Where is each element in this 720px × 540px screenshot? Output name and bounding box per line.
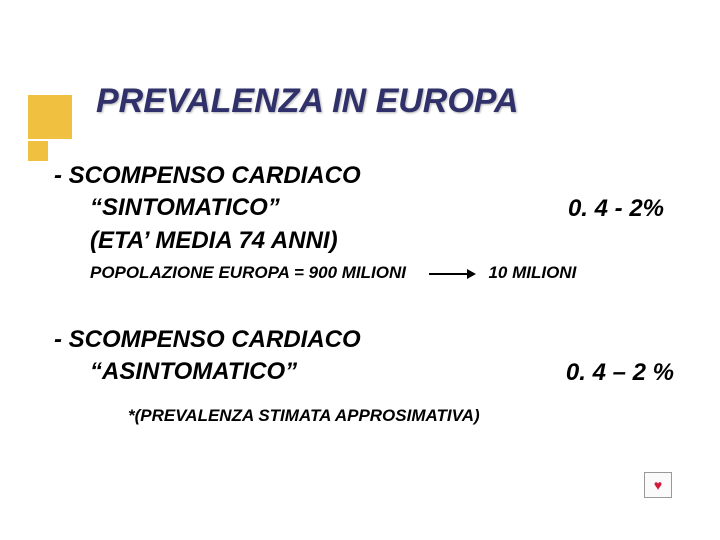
slide-content: - SCOMPENSO CARDIACO “SINTOMATICO” (ETA’… bbox=[54, 160, 674, 426]
population-label: POPOLAZIONE EUROPA = 900 MILIONI bbox=[54, 263, 406, 282]
heart-placeholder: ♥ bbox=[644, 472, 672, 498]
asymptomatic-percent: 0. 4 – 2 % bbox=[566, 357, 674, 389]
accent-square-top bbox=[28, 95, 72, 139]
symptomatic-line1: - SCOMPENSO CARDIACO bbox=[54, 160, 674, 192]
section-symptomatic: - SCOMPENSO CARDIACO “SINTOMATICO” (ETA’… bbox=[54, 160, 674, 257]
heart-icon: ♥ bbox=[654, 478, 662, 492]
accent-square-small bbox=[28, 141, 48, 161]
slide-title: PREVALENZA IN EUROPA bbox=[96, 82, 519, 121]
symptomatic-percent: 0. 4 - 2% bbox=[568, 193, 664, 225]
section-asymptomatic: - SCOMPENSO CARDIACO “ASINTOMATICO” 0. 4… bbox=[54, 324, 674, 389]
population-result: 10 MILIONI bbox=[488, 263, 576, 282]
asymptomatic-line1: - SCOMPENSO CARDIACO bbox=[54, 324, 674, 356]
symptomatic-line3: (ETA’ MEDIA 74 ANNI) bbox=[54, 225, 674, 257]
arrow-icon bbox=[429, 264, 476, 284]
population-line: POPOLAZIONE EUROPA = 900 MILIONI 10 MILI… bbox=[54, 263, 674, 284]
footnote: *(PREVALENZA STIMATA APPROSIMATIVA) bbox=[128, 406, 674, 426]
